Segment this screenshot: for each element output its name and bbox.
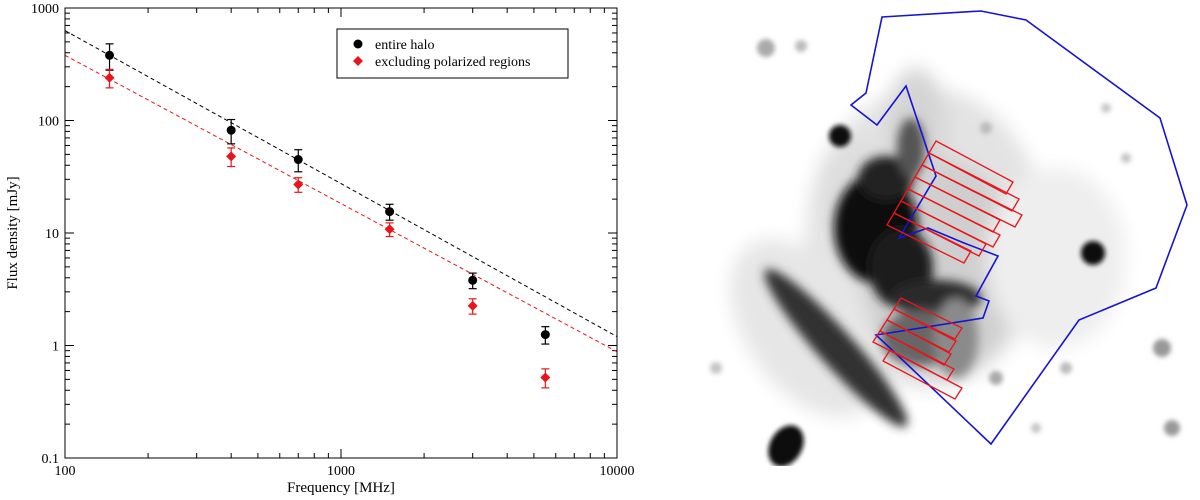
x-axis-label: Frequency [MHz] <box>287 480 395 496</box>
y-tick-label: 10 <box>45 227 59 242</box>
x-tick-label: 10000 <box>600 464 635 479</box>
radio-map-image <box>686 8 1194 466</box>
legend-label-excluding-polarized: excluding polarized regions <box>375 55 531 70</box>
data-point-excluding-polarized <box>384 224 395 235</box>
data-point-entire-halo <box>385 207 395 217</box>
y-tick-label: 0.1 <box>42 452 60 467</box>
legend-marker-excluding-polarized <box>353 56 363 66</box>
data-point-entire-halo <box>540 330 550 340</box>
y-tick-label: 1000 <box>31 2 59 17</box>
data-point-entire-halo <box>468 275 478 285</box>
data-point-excluding-polarized <box>226 151 237 162</box>
x-tick-label: 1000 <box>327 464 355 479</box>
fit-line-series-1 <box>64 54 618 353</box>
y-tick-label: 1 <box>52 340 59 355</box>
fit-line-series-0 <box>64 30 618 338</box>
data-point-excluding-polarized <box>467 300 478 311</box>
legend: entire halo excluding polarized regions <box>336 28 569 79</box>
y-axis-label: Flux density [mJy] <box>5 176 21 289</box>
data-point-entire-halo <box>105 50 115 60</box>
legend-label-entire-halo: entire halo <box>375 38 434 53</box>
halo-region-outline <box>849 10 1188 446</box>
polarized-regions <box>872 140 1023 400</box>
data-point-excluding-polarized <box>540 372 551 383</box>
data-point-entire-halo <box>226 125 236 135</box>
fit-lines <box>64 30 618 353</box>
y-tick-label: 100 <box>38 115 59 130</box>
x-tick-label: 100 <box>55 464 76 479</box>
tick-labels: 100 1000 10000 0.1 1 10 100 1000 <box>31 2 635 479</box>
legend-marker-entire-halo <box>353 39 363 49</box>
data-point-excluding-polarized <box>104 72 115 83</box>
data-point-excluding-polarized <box>293 179 304 190</box>
flux-density-plot: 100 1000 10000 0.1 1 10 100 1000 Frequency [MHz… <box>5 2 635 496</box>
legend-box <box>336 28 569 79</box>
compact-sources <box>710 39 1180 466</box>
plot-frame <box>64 7 618 459</box>
data-points <box>104 43 551 389</box>
data-point-entire-halo <box>293 155 303 165</box>
